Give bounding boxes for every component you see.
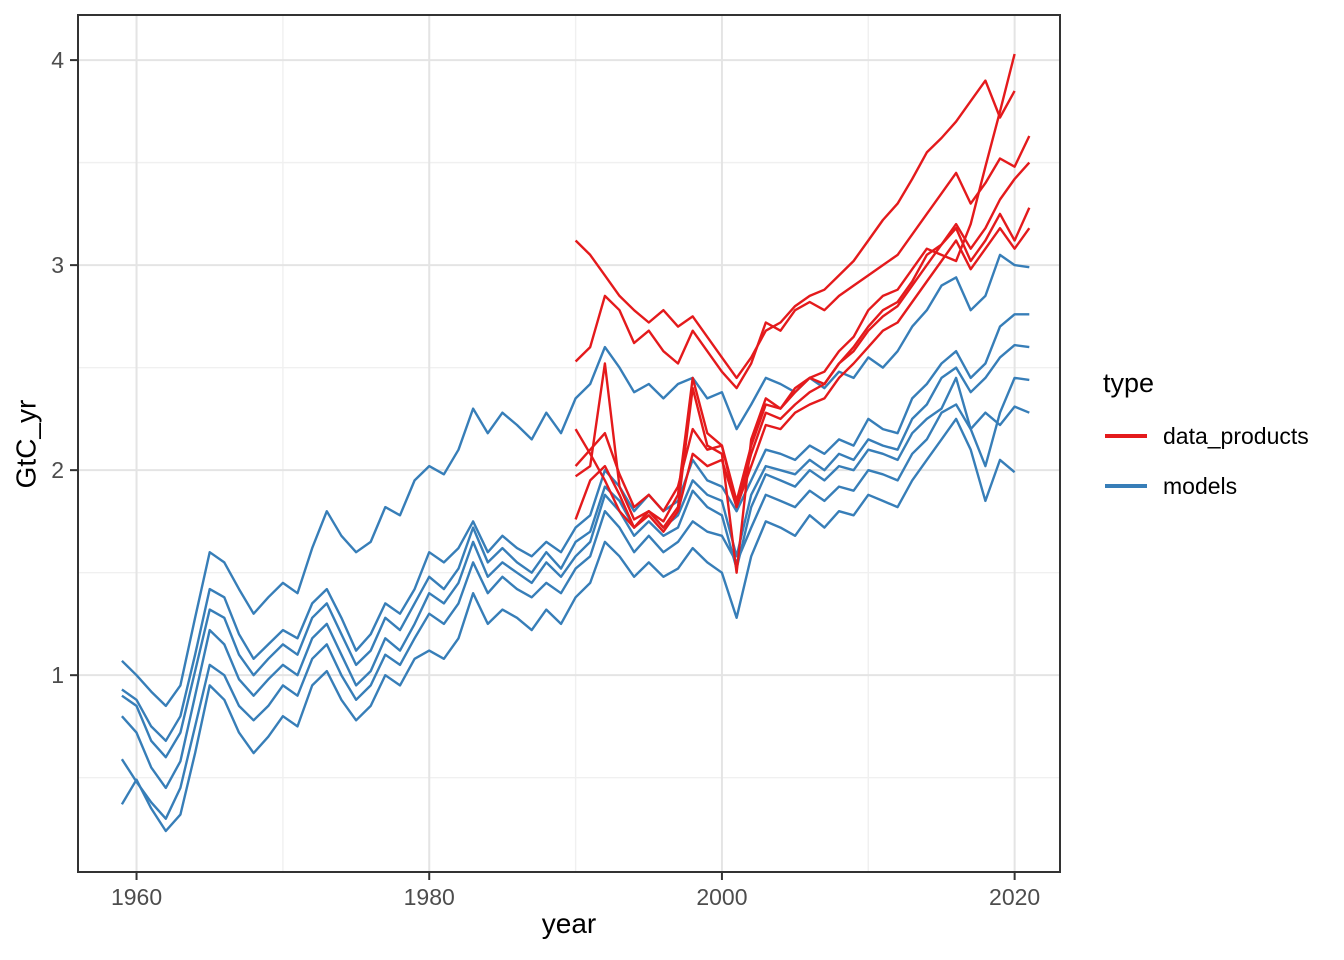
data-product-1-line xyxy=(574,79,1016,380)
panel-background xyxy=(78,15,1060,872)
model-4-line xyxy=(121,376,1030,790)
data-product-6-line xyxy=(574,226,1031,533)
model-5-line xyxy=(120,403,1030,820)
panel-border xyxy=(77,14,1061,873)
model-2-line xyxy=(121,313,1030,742)
legend-item-models: models xyxy=(1100,473,1309,499)
models-line-swatch xyxy=(1105,484,1147,488)
y-tick-label: 3 xyxy=(51,252,64,278)
x-tick-label: 1980 xyxy=(404,884,455,910)
legend-title: type xyxy=(1103,368,1155,398)
x-axis-title: year xyxy=(541,908,597,939)
y-axis-title: GtC_yr xyxy=(10,399,42,489)
y-tick-label: 4 xyxy=(51,47,64,73)
x-tick-label: 1960 xyxy=(111,884,162,910)
legend-label-models: models xyxy=(1163,472,1238,499)
x-tick-label: 2000 xyxy=(696,884,747,910)
legend-item-data-products: data_products xyxy=(1100,423,1309,449)
y-tick-label: 1 xyxy=(51,662,64,688)
data-product-5-line xyxy=(574,207,1031,574)
x-tick-label: 2020 xyxy=(989,884,1040,910)
model-6-line xyxy=(120,417,1016,833)
legend: type data_products models xyxy=(1100,368,1309,523)
data-product-2-line xyxy=(574,53,1016,513)
model-1-line xyxy=(121,253,1030,708)
data-product-3-line xyxy=(574,135,1031,390)
y-tick-label: 2 xyxy=(51,457,64,483)
data-products-line-swatch xyxy=(1105,434,1147,438)
legend-label-data-products: data_products xyxy=(1163,422,1309,449)
model-3-line xyxy=(121,343,1030,759)
